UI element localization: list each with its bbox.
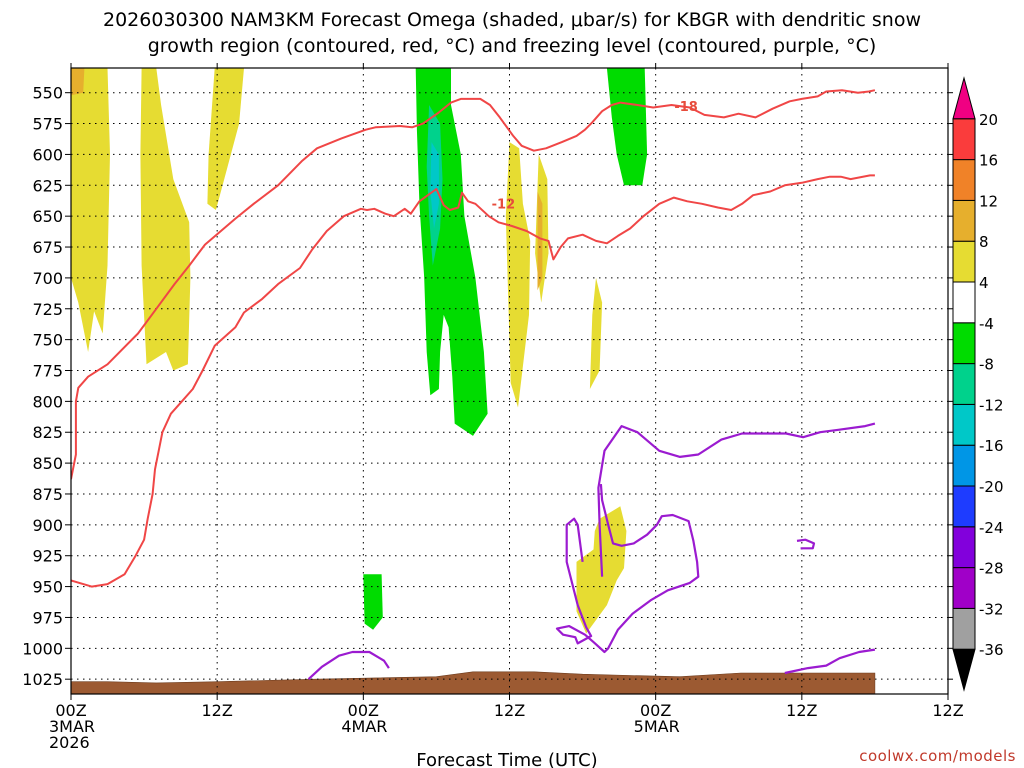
colorbar-label-11: 12 [979,192,998,210]
y-tick-label-750: 750 [32,331,63,350]
colorbar-bin-8 [952,322,976,365]
y-tick-label-1000: 1000 [22,639,63,658]
colorbar-label-6: -12 [979,396,1004,414]
x-tick-label-12-0: 12Z [202,701,233,720]
omega-region-9 [71,68,85,96]
contour-label-2: -12 [492,198,516,213]
omega-region-12 [537,191,543,291]
plot-content: -18 -12 [71,68,948,694]
y-tick-label-875: 875 [32,485,63,504]
colorbar-bin-10 [952,240,976,283]
omega-region-4 [606,68,648,186]
y-tick-label-675: 675 [32,238,63,257]
colorbar-bin-3 [952,526,976,569]
omega-region-3 [430,142,439,229]
colorbar-bin-7 [952,363,976,405]
x-tick-label-0-2: 2026 [49,733,90,752]
freezing-level-contour-1 [597,422,876,577]
colorbar-bin-0 [952,648,976,692]
y-tick-label-825: 825 [32,423,63,442]
colorbar-label-2: -28 [979,560,1004,578]
colorbar-bin-4 [952,485,976,528]
colorbar-bin-5 [952,444,976,487]
x-axis-title: Forecast Time (UTC) [416,750,597,768]
y-tick-label-1025: 1025 [22,670,63,689]
y-tick-label-625: 625 [32,176,63,195]
colorbar-legend: -36 -32 -28 -24 -20 -16 -12 -8 -4 4 8 12 16 20 [952,76,1004,692]
y-tick-label-575: 575 [32,115,63,134]
colorbar-label-13: 20 [979,111,998,129]
colorbar-bin-9 [952,281,976,324]
colorbar-label-5: -16 [979,437,1004,455]
y-tick-label-925: 925 [32,547,63,566]
colorbar-bin-11 [952,199,976,242]
terrain-ground [71,671,876,694]
y-tick-label-800: 800 [32,392,63,411]
colorbar-bin-13 [952,118,976,161]
colorbar-label-9: 4 [979,274,989,292]
colorbar-label-4: -20 [979,478,1004,496]
x-tick-label-0-1: 3MAR [49,717,95,736]
y-tick-label-550: 550 [32,84,63,103]
freezing-level-contour-5 [796,538,816,550]
omega-region-8 [207,68,244,210]
colorbar-label-8: -4 [979,315,994,333]
dgz-contour-2 [71,174,875,588]
colorbar-label-1: -32 [979,600,1004,618]
x-tick-label-60-0: 12Z [786,701,817,720]
x-tick-label-48-1: 5MAR [634,717,680,736]
colorbar-bin-14 [952,76,976,120]
y-tick-label-900: 900 [32,516,63,535]
dgz-contour-1 [71,89,876,480]
omega-region-5 [363,574,383,630]
chart-title-line-1: 2026030300 NAM3KM Forecast Omega (shaded… [103,9,921,31]
omega-region-10 [505,142,531,408]
chart-title-line-2: growth region (contoured, red, °C) and f… [148,35,877,57]
freezing-level-contour-4 [784,648,876,675]
plot-area: -18 -12 [70,67,949,695]
y-axis: 550 575 600 625 650 675 700 725 750 775 800 825 850 8… [22,84,953,689]
y-tick-label-650: 650 [32,207,63,226]
omega-region-13 [589,277,603,389]
contour-label-1: -18 [674,100,698,115]
credit-text: coolwx.com/models [859,747,1016,765]
x-tick-label-48-0: 00Z [640,701,671,720]
x-tick-label-36-0: 12Z [494,701,525,720]
x-tick-label-0-0: 00Z [55,701,86,720]
x-tick-label-24-0: 00Z [348,701,379,720]
colorbar-bin-6 [952,403,976,446]
colorbar-label-10: 8 [979,233,989,251]
colorbar-bin-1 [952,607,976,650]
colorbar-label-0: -36 [979,641,1004,659]
colorbar-bin-12 [952,159,976,201]
colorbar-label-3: -24 [979,519,1004,537]
omega-region-6 [140,68,191,371]
y-tick-label-850: 850 [32,454,63,473]
y-tick-label-775: 775 [32,362,63,381]
chart-title: 2026030300 NAM3KM Forecast Omega (shaded… [103,9,921,57]
x-tick-label-24-1: 4MAR [341,717,387,736]
y-tick-label-975: 975 [32,608,63,627]
colorbar-label-12: 16 [979,152,998,170]
omega-region-7 [71,68,110,352]
y-tick-label-700: 700 [32,269,63,288]
x-tick-label-end-0: 12Z [932,701,963,720]
y-tick-label-600: 600 [32,145,63,164]
freezing-level-contour-3 [307,650,390,681]
y-tick-label-950: 950 [32,578,63,597]
colorbar-label-7: -8 [979,356,994,374]
freezing-level-contour-2 [555,484,700,654]
colorbar-bin-2 [952,567,976,609]
grid-lines [71,68,948,694]
y-tick-label-725: 725 [32,300,63,319]
